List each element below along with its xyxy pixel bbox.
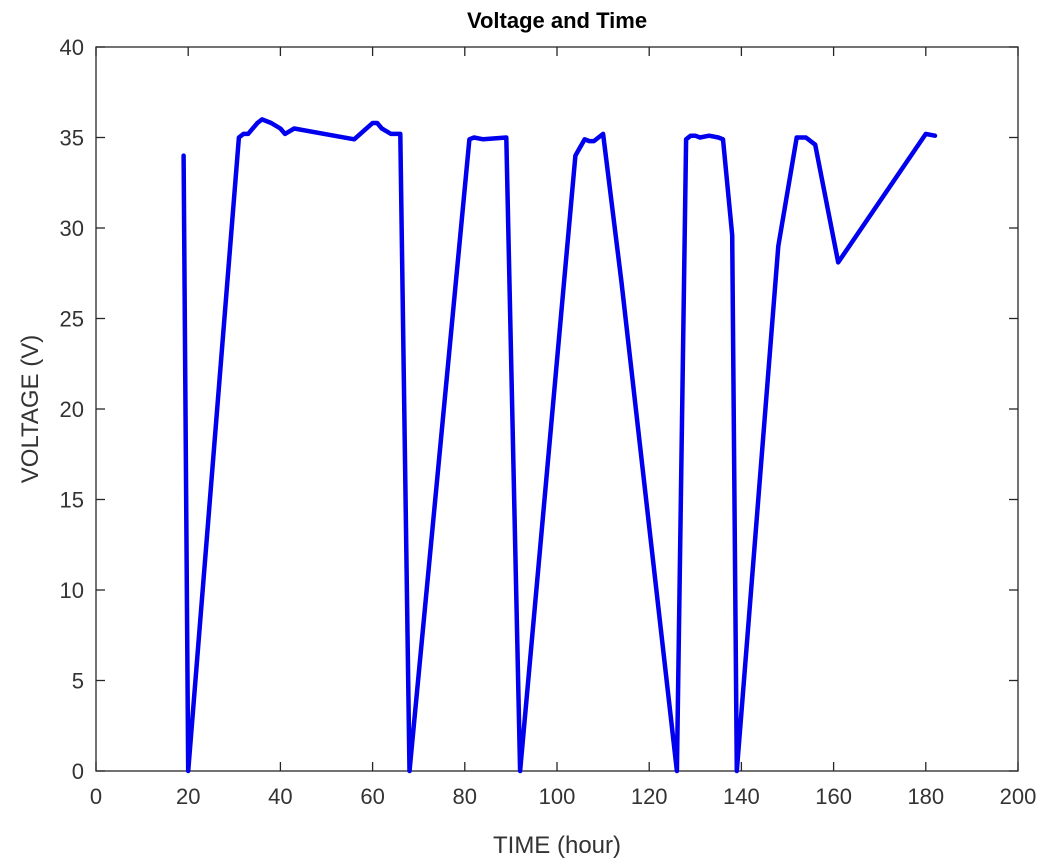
series-layer — [181, 117, 938, 774]
y-tick-label: 10 — [60, 578, 84, 603]
x-tick-label: 0 — [90, 784, 102, 809]
y-tick-label: 40 — [60, 35, 84, 60]
voltage-series-line — [181, 117, 938, 774]
y-tick-label: 25 — [60, 307, 84, 332]
x-tick-label: 60 — [360, 784, 384, 809]
plot-area — [95, 46, 1019, 772]
x-tick-label: 200 — [1000, 784, 1037, 809]
x-tick-label: 20 — [176, 784, 200, 809]
x-tick-label: 180 — [907, 784, 944, 809]
x-tick-label: 80 — [453, 784, 477, 809]
x-tick-label: 100 — [539, 784, 576, 809]
x-tick-label: 140 — [723, 784, 760, 809]
x-axis-label: TIME (hour) — [493, 832, 621, 859]
x-tick-label: 120 — [631, 784, 668, 809]
x-axis-ticks: 0 20 40 60 80 100 120 140 160 180 200 — [90, 47, 1036, 809]
chart-title: Voltage and Time — [467, 8, 647, 33]
y-tick-label: 20 — [60, 397, 84, 422]
x-tick-label: 40 — [268, 784, 292, 809]
y-axis-ticks: 0 5 10 15 20 25 30 35 40 — [60, 35, 1018, 784]
x-tick-label: 160 — [815, 784, 852, 809]
y-tick-label: 35 — [60, 126, 84, 151]
y-axis-label: VOLTAGE (V) — [17, 335, 44, 483]
y-tick-label: 15 — [60, 488, 84, 513]
y-tick-label: 30 — [60, 216, 84, 241]
y-tick-label: 5 — [72, 669, 84, 694]
y-tick-label: 0 — [72, 759, 84, 784]
